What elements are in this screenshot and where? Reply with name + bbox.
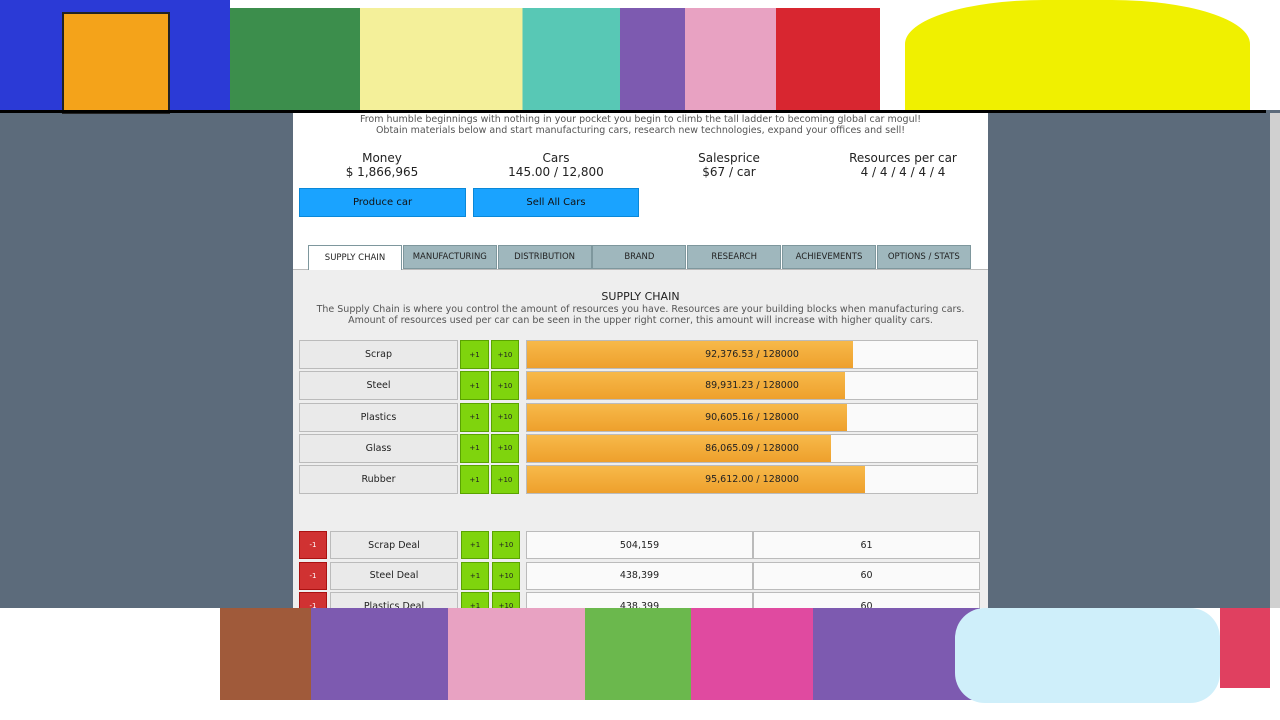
minus1-button[interactable]: -1 (299, 592, 327, 608)
resource-name: Plastics (299, 402, 458, 432)
bar-label: 89,931.23 / 128000 (705, 380, 799, 392)
tab-content: SUPPLY CHAIN The Supply Chain is where y… (293, 269, 988, 608)
bottom-banner (0, 608, 1280, 720)
plus10-button[interactable]: +10 (491, 465, 519, 495)
stat-label: Money (362, 151, 402, 165)
deal-price: 438,399 (526, 561, 753, 590)
bar-label: 95,612.00 / 128000 (705, 474, 799, 486)
plus1-button[interactable]: +1 (461, 561, 489, 590)
stat-value: 4 / 4 / 4 / 4 / 4 (860, 165, 946, 179)
stat-value: $ 1,866,965 (345, 165, 419, 179)
intro-line: Obtain materials below and start manufac… (375, 125, 906, 136)
divider (0, 110, 1266, 113)
character (905, 0, 1250, 110)
stat-value: $67 / car (702, 165, 756, 179)
deal-amount: 60 (753, 592, 980, 608)
cloud (955, 608, 1220, 703)
tab[interactable]: OPTIONS / STATS (876, 245, 971, 269)
resource-name: Glass (299, 433, 458, 463)
bar-label: 86,065.09 / 128000 (705, 442, 799, 454)
plus10-button[interactable]: +10 (491, 433, 519, 463)
logo (62, 12, 170, 114)
logo-bg (0, 0, 230, 114)
resource-name: Scrap (299, 340, 458, 369)
plus10-button[interactable]: +10 (491, 402, 519, 432)
bar-fill (527, 341, 854, 368)
drawing (230, 8, 880, 110)
sell-button[interactable]: Sell All Cars (473, 188, 639, 217)
drawing (1220, 608, 1270, 688)
plus10-button[interactable]: +10 (491, 371, 519, 401)
tab[interactable]: DISTRIBUTION (497, 245, 592, 269)
bar-fill (527, 466, 865, 494)
plus1-button[interactable]: +1 (460, 402, 489, 432)
tab[interactable]: RESEARCH (687, 245, 782, 269)
bar-label: 90,605.16 / 128000 (705, 411, 799, 423)
game-panel: From humble beginnings with nothing in y… (293, 112, 988, 608)
bar-label: 92,376.53 / 128000 (705, 349, 799, 360)
bar-fill (527, 403, 847, 431)
deal-name: Steel Deal (330, 561, 458, 590)
plus1-button[interactable]: +1 (461, 531, 489, 559)
resource-name: Rubber (299, 465, 458, 495)
resource-bar: 95,612.00 / 128000 (526, 465, 978, 495)
stat-label: Cars (542, 151, 570, 165)
produce-button[interactable]: Produce car (299, 188, 466, 217)
stat-label: Salesprice (698, 151, 760, 165)
tab[interactable]: SUPPLY CHAIN (308, 245, 402, 270)
minus1-button[interactable]: -1 (299, 561, 327, 590)
intro-line: From humble beginnings with nothing in y… (359, 114, 922, 125)
resource-bar: 90,605.16 / 128000 (526, 402, 978, 432)
resource-name: Steel (299, 371, 458, 401)
deal-amount: 60 (753, 561, 980, 590)
tab[interactable]: ACHIEVEMENTS (782, 245, 876, 269)
plus1-button[interactable]: +1 (460, 465, 489, 495)
deal-name: Plastics Deal (330, 592, 458, 608)
plus10-button[interactable]: +10 (492, 592, 520, 608)
deal-price: 438,399 (526, 592, 753, 608)
section-desc: The Supply Chain is where you control th… (316, 304, 965, 315)
deal-name: Scrap Deal (330, 531, 458, 559)
plus10-button[interactable]: +10 (491, 340, 519, 369)
bar-fill (527, 434, 831, 462)
deal-price: 504,159 (526, 531, 753, 559)
resource-bar: 92,376.53 / 128000 (526, 340, 978, 369)
bar-fill (527, 372, 845, 400)
minus1-button[interactable]: -1 (299, 531, 327, 559)
plus10-button[interactable]: +10 (492, 531, 520, 559)
stat-value: 145.00 / 12,800 (508, 165, 604, 179)
section-desc: Amount of resources used per car can be … (348, 315, 933, 326)
drawing (220, 608, 980, 700)
plus1-button[interactable]: +1 (460, 433, 489, 463)
section-title: SUPPLY CHAIN (601, 290, 680, 303)
tab[interactable]: MANUFACTURING (402, 245, 497, 269)
plus10-button[interactable]: +10 (492, 561, 520, 590)
top-banner (0, 0, 1280, 114)
resource-bar: 86,065.09 / 128000 (526, 433, 978, 463)
stat-label: Resources per car (849, 151, 957, 165)
resource-bar: 89,931.23 / 128000 (526, 371, 978, 401)
plus1-button[interactable]: +1 (460, 340, 489, 369)
tab[interactable]: BRAND (592, 245, 687, 269)
deal-amount: 61 (753, 531, 980, 559)
plus1-button[interactable]: +1 (460, 371, 489, 401)
plus1-button[interactable]: +1 (461, 592, 489, 608)
scrollbar (1270, 113, 1280, 608)
